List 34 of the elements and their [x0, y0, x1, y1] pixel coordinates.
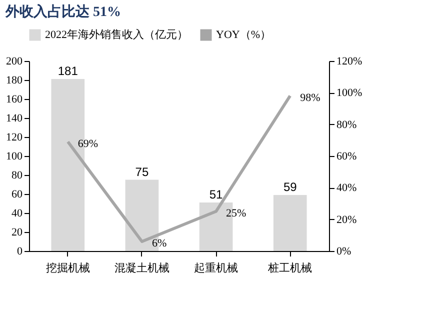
y2-tick-label: 40% — [336, 182, 357, 194]
x-tick-label: 混凝土机械 — [114, 262, 170, 274]
bar — [273, 194, 307, 251]
data-label: 59 — [283, 180, 298, 194]
data-label: 51 — [209, 188, 224, 202]
data-label: 181 — [58, 64, 78, 78]
data-label: 75 — [135, 164, 149, 179]
y-tick-label: 20 — [12, 226, 23, 238]
y2-tick-label: 100% — [336, 87, 362, 100]
y-tick-label: 200 — [6, 56, 23, 68]
y-tick-label: 140 — [6, 112, 23, 124]
y2-tick-label: 20% — [336, 214, 357, 226]
data-label: 98% — [300, 92, 320, 104]
y2-tick-label: 0% — [336, 246, 352, 258]
y-tick-label: 180 — [6, 74, 23, 86]
x-tick-label: 起重机械 — [194, 262, 238, 274]
chart-title: 外收入占比达 51% — [4, 4, 121, 20]
data-label: 25% — [226, 207, 246, 220]
legend-label: YOY（%） — [216, 29, 271, 41]
y2-tick-label: 80% — [336, 118, 357, 131]
y2-tick-label: 60% — [336, 150, 357, 162]
y-tick-label: 160 — [6, 94, 23, 106]
y-tick-label: 120 — [6, 132, 23, 144]
x-tick-label: 桩工机械 — [267, 262, 312, 274]
y2-tick-label: 120% — [336, 56, 362, 68]
data-label: 69% — [78, 138, 98, 150]
data-label: 6% — [152, 238, 167, 250]
y-tick-label: 0 — [17, 246, 23, 258]
y-tick-label: 100 — [6, 150, 23, 162]
legend-label: 2022年海外销售收入（亿元） — [45, 28, 188, 41]
y-tick-label: 60 — [12, 188, 23, 200]
x-tick-label: 挖掘机械 — [46, 262, 90, 274]
y-tick-label: 40 — [12, 208, 23, 220]
y-tick-label: 80 — [12, 170, 23, 182]
